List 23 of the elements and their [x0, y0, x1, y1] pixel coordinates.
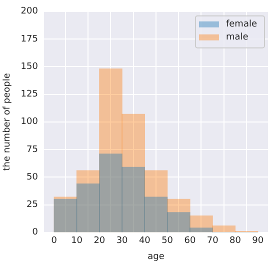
y-tick-label: 125 — [20, 90, 38, 100]
legend-label: male — [226, 32, 249, 43]
x-tick-label: 90 — [252, 236, 264, 246]
y-tick-label: 0 — [32, 228, 38, 238]
y-tick-label: 200 — [20, 6, 38, 17]
x-tick-label: 70 — [206, 236, 219, 246]
y-tick-label: 150 — [20, 62, 38, 72]
x-tick-label: 40 — [138, 236, 151, 246]
y-tick-label: 175 — [20, 34, 38, 44]
y-tick-label: 50 — [26, 172, 38, 182]
x-tick-label: 10 — [71, 236, 83, 246]
x-tick-label: 50 — [162, 236, 174, 246]
x-tick-label: 0 — [51, 236, 58, 246]
y-tick-label: 75 — [26, 144, 38, 155]
y-axis-title: the number of people — [2, 72, 13, 171]
y-tick-label: 25 — [26, 200, 38, 210]
x-tick-label: 80 — [229, 236, 242, 246]
y-tick-label: 100 — [20, 117, 38, 128]
x-tick-label: 60 — [184, 236, 196, 246]
x-tick-label: 20 — [94, 236, 106, 246]
x-tick-label: 30 — [116, 236, 128, 246]
legend-label: female — [226, 20, 258, 30]
x-axis-title: age — [148, 252, 165, 262]
